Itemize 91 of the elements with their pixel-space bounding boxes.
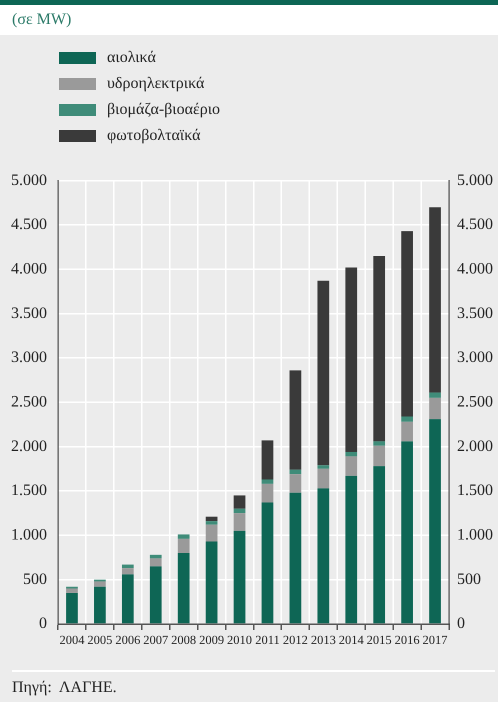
bar bbox=[345, 476, 358, 624]
x-tick-label: 2008 bbox=[171, 632, 196, 647]
bar bbox=[373, 256, 386, 442]
y-tick-label: 3.000 bbox=[11, 349, 47, 366]
bar bbox=[94, 586, 106, 624]
bar bbox=[178, 538, 190, 554]
bar bbox=[150, 566, 162, 624]
x-tick-label: 2004 bbox=[59, 632, 86, 647]
x-tick-label: 2012 bbox=[282, 632, 308, 647]
x-tick-label: 2005 bbox=[87, 632, 112, 647]
text: Πηγή: ΛΑΓΗΕ. bbox=[12, 679, 117, 697]
bar bbox=[66, 592, 78, 624]
y2-tick-label: 0 bbox=[457, 615, 465, 632]
x-tick-label: 2015 bbox=[366, 632, 392, 647]
bar bbox=[373, 446, 386, 466]
bar bbox=[150, 558, 162, 566]
bar bbox=[206, 542, 218, 624]
x-tick-label: 2006 bbox=[115, 632, 140, 647]
bar bbox=[122, 568, 134, 574]
x-tick-label: 2010 bbox=[227, 632, 252, 647]
x-tick-label: 2007 bbox=[143, 632, 168, 647]
y-tick-label: 4.500 bbox=[11, 216, 47, 234]
bar bbox=[429, 398, 441, 420]
x-tick-label: 2011 bbox=[255, 632, 280, 647]
bar bbox=[122, 564, 134, 568]
bar bbox=[234, 530, 246, 624]
chart-subtitle: (σε MW) bbox=[12, 11, 72, 29]
y-tick-label: 1.500 bbox=[11, 482, 47, 500]
y-tick-label: 0 bbox=[39, 615, 47, 632]
bar bbox=[373, 466, 386, 624]
y2-tick-label: 500 bbox=[457, 570, 481, 588]
y-tick-label: 2.000 bbox=[11, 438, 47, 455]
bar bbox=[290, 370, 302, 470]
bar bbox=[262, 440, 274, 480]
bar bbox=[401, 416, 413, 422]
bar bbox=[317, 280, 330, 466]
y-tick-label: 4.000 bbox=[11, 260, 47, 278]
bar bbox=[122, 574, 134, 624]
x-tick-label: 2014 bbox=[338, 632, 364, 647]
bar bbox=[290, 474, 302, 493]
y2-tick-label: 2.500 bbox=[457, 394, 493, 411]
bar bbox=[290, 492, 302, 624]
y2-tick-label: 4.000 bbox=[457, 260, 493, 278]
bar bbox=[345, 456, 358, 476]
bar bbox=[206, 521, 218, 525]
bar bbox=[178, 534, 190, 539]
y2-tick-label: 3.500 bbox=[457, 304, 493, 322]
bar bbox=[234, 495, 246, 509]
bar bbox=[429, 207, 441, 393]
bar bbox=[401, 422, 413, 442]
bar bbox=[373, 441, 386, 446]
y2-tick-label: 3.000 bbox=[457, 349, 493, 366]
bar bbox=[262, 502, 274, 624]
bar bbox=[317, 468, 330, 488]
y2-tick-label: 1.500 bbox=[457, 482, 493, 500]
bar bbox=[401, 231, 413, 416]
bar bbox=[429, 392, 441, 398]
y2-tick-label: 4.500 bbox=[457, 216, 493, 234]
bar bbox=[178, 553, 190, 624]
y2-tick-label: 2.000 bbox=[457, 438, 493, 455]
bar bbox=[429, 419, 441, 624]
bar bbox=[262, 479, 274, 484]
x-tick-label: 2017 bbox=[422, 632, 448, 647]
x-tick-label: 2013 bbox=[310, 632, 336, 647]
bar bbox=[262, 484, 274, 503]
bar bbox=[401, 441, 413, 624]
bar bbox=[66, 588, 78, 593]
bar bbox=[206, 516, 218, 522]
legend-label: αιολικά bbox=[107, 48, 156, 66]
bar bbox=[150, 554, 162, 558]
bar bbox=[234, 513, 246, 531]
bar bbox=[94, 581, 106, 587]
y2-tick-label: 1.000 bbox=[457, 526, 493, 544]
y-tick-label: 2.500 bbox=[11, 394, 47, 411]
bar bbox=[317, 488, 330, 624]
y-tick-label: 1.000 bbox=[11, 526, 47, 544]
legend-label: βιομάζα-βιοαέριο bbox=[107, 100, 220, 118]
y-tick-label: 5.000 bbox=[11, 172, 47, 189]
x-tick-label: 2016 bbox=[394, 632, 420, 647]
bar bbox=[206, 524, 218, 542]
bar bbox=[290, 470, 302, 474]
bar bbox=[234, 508, 246, 514]
bar bbox=[345, 268, 358, 452]
legend-label: υδροηλεκτρικά bbox=[107, 74, 204, 92]
bar bbox=[317, 465, 330, 469]
y-tick-label: 500 bbox=[23, 570, 47, 588]
y-tick-label: 3.500 bbox=[11, 304, 47, 322]
legend-label: φωτοβολταϊκά bbox=[107, 126, 201, 144]
y2-tick-label: 5.000 bbox=[457, 172, 493, 189]
x-tick-label: 2009 bbox=[199, 632, 224, 647]
bar bbox=[345, 452, 358, 456]
